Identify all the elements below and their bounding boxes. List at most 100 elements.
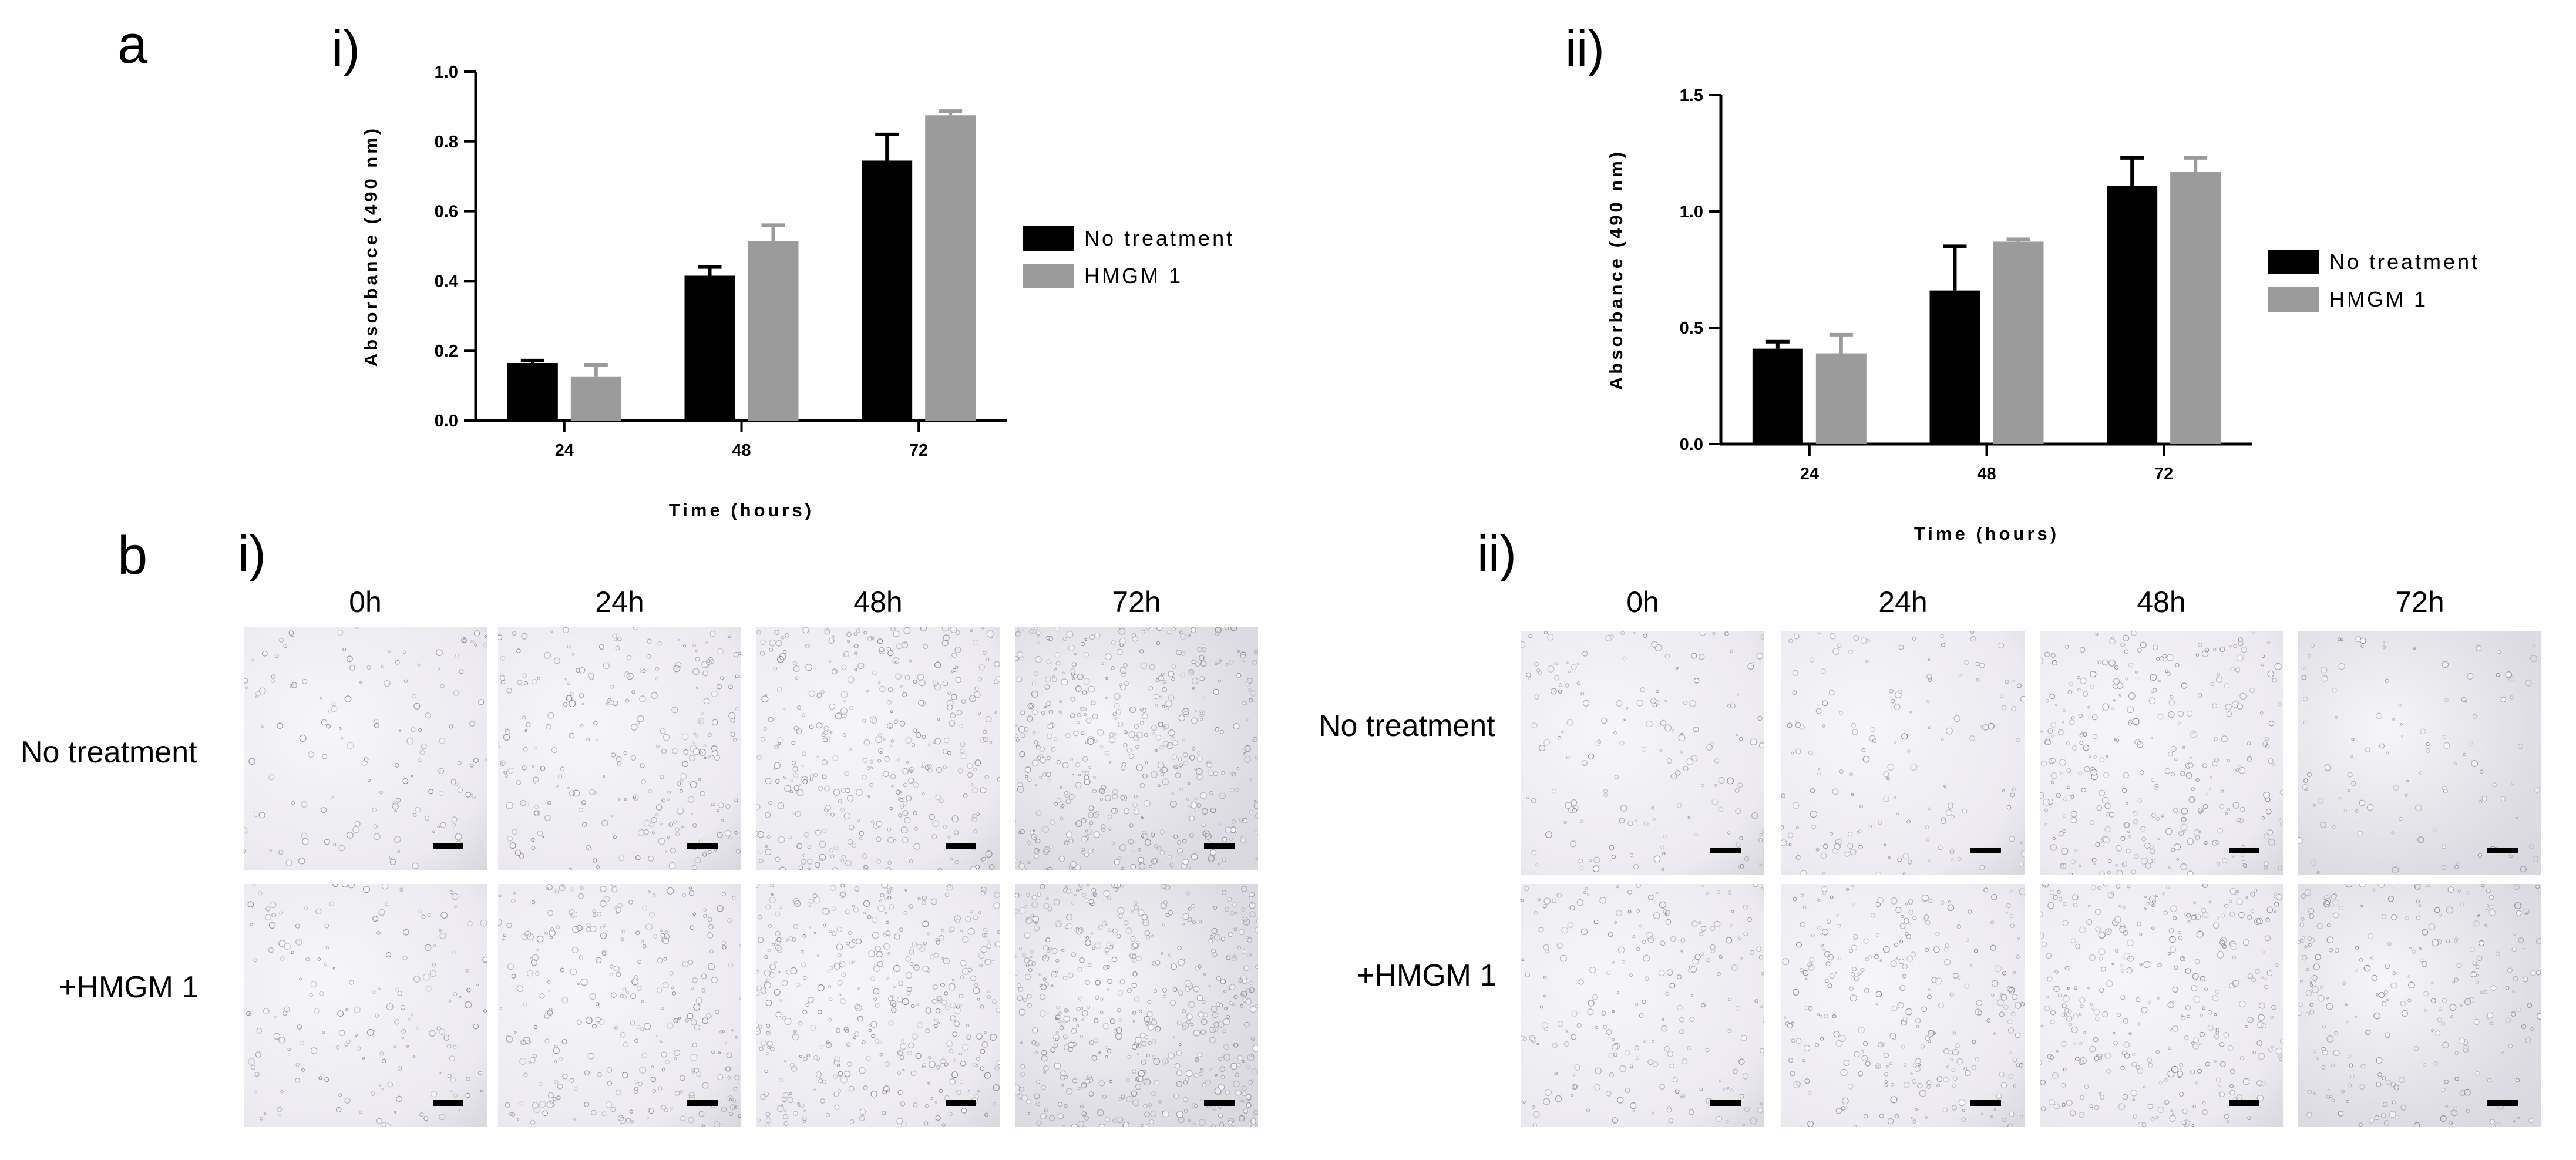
cell-texture — [756, 627, 1000, 870]
y-tick-label: 0.6 — [435, 203, 458, 221]
cell-texture — [2040, 884, 2283, 1127]
scale-bar — [2487, 1100, 2518, 1106]
bar — [507, 362, 558, 421]
y-tick-label: 1.5 — [1680, 86, 1703, 105]
y-axis-title: Absorbance (490 nm) — [361, 126, 381, 367]
scale-bar — [2487, 848, 2518, 853]
legend-label: HMGM 1 — [1084, 264, 1183, 288]
x-tick-label: 72 — [909, 441, 928, 460]
cell-texture — [1782, 885, 2025, 1127]
x-axis-title: Time (hours) — [1914, 523, 2059, 544]
legend-label: HMGM 1 — [2329, 287, 2428, 311]
col-label-0h: 0h — [1626, 586, 1659, 618]
micrograph-image — [1015, 627, 1258, 870]
y-tick-label: 1.0 — [1680, 203, 1703, 221]
row-label-hmgm1: +HMGM 1 — [1357, 959, 1497, 993]
micrograph-image — [2298, 884, 2541, 1127]
micrograph-image — [2298, 631, 2541, 875]
cell-texture — [1015, 627, 1258, 870]
cell-texture — [2298, 636, 2540, 875]
x-axis-title: Time (hours) — [669, 500, 814, 520]
scale-bar — [2229, 1100, 2259, 1106]
y-tick-label: 0.5 — [1680, 319, 1703, 338]
cell-texture — [244, 627, 487, 869]
row-label-hmgm1: +HMGM 1 — [59, 970, 199, 1004]
col-label-24h: 24h — [595, 586, 644, 618]
micrograph-image — [1015, 884, 1258, 1127]
scale-bar — [1204, 1100, 1235, 1106]
y-tick-label: 0.0 — [435, 412, 458, 431]
cell-texture — [2040, 631, 2283, 875]
micrograph-image — [244, 884, 487, 1127]
x-tick-label: 48 — [732, 441, 751, 460]
x-tick-label: 48 — [1977, 465, 1996, 483]
y-tick-label: 0.4 — [435, 272, 458, 291]
col-label-24h: 24h — [1878, 586, 1928, 618]
cell-texture — [1521, 631, 1764, 872]
chart-body: 0.0 0.2 0.4 0.6 0.8 1.0 24 48 72 Time (hours) Abso… — [361, 63, 1235, 520]
panel-a-ii-label: ii) — [1565, 21, 1605, 77]
legend-swatch — [1023, 264, 1074, 288]
scale-bar — [1710, 1100, 1741, 1106]
scale-bar — [1204, 843, 1235, 849]
x-tick-label: 72 — [2154, 465, 2173, 483]
col-label-48h: 48h — [853, 586, 903, 618]
x-tick-label: 24 — [555, 441, 574, 460]
panel-label-b: b — [117, 526, 148, 586]
panel-b-i-label: i) — [238, 526, 266, 582]
scale-bar — [687, 1100, 718, 1106]
cell-texture — [2298, 884, 2541, 1127]
micrograph-image — [1521, 631, 1764, 875]
scale-bar — [1970, 848, 2001, 853]
panel-b-ii-label: ii) — [1477, 526, 1516, 582]
bar — [2170, 172, 2221, 444]
col-label-72h: 72h — [1112, 586, 1161, 618]
scale-bar — [1710, 848, 1741, 853]
chart-a-ii: 0.0 0.5 1.0 1.5 24 48 72 Time (hours) Absorbance… — [1606, 86, 2480, 544]
micrograph-image — [1781, 631, 2025, 875]
chart-body: 0.0 0.5 1.0 1.5 24 48 72 Time (hours) Absorbance… — [1606, 86, 2480, 544]
col-label-72h: 72h — [2395, 586, 2444, 618]
scale-bar — [433, 843, 463, 849]
micrograph-image — [244, 627, 487, 870]
bar — [684, 275, 735, 421]
legend-label: No treatment — [1084, 226, 1235, 250]
bar — [570, 376, 621, 421]
y-tick-label: 0.0 — [1680, 435, 1703, 454]
cell-texture — [498, 627, 741, 870]
legend-swatch — [2268, 250, 2319, 274]
col-label-0h: 0h — [349, 586, 382, 618]
scale-bar — [687, 843, 718, 849]
legend-swatch — [1023, 226, 1074, 251]
cell-texture — [498, 884, 741, 1127]
micrograph-image — [1781, 884, 2025, 1127]
cell-texture — [246, 884, 487, 1127]
y-tick-label: 0.8 — [435, 133, 458, 152]
chart-a-i: 0.0 0.2 0.4 0.6 0.8 1.0 24 48 72 Time (hours) Abso… — [361, 63, 1235, 520]
row-label-no-treatment: No treatment — [21, 735, 197, 769]
cell-texture — [1015, 884, 1258, 1127]
panel-a-i-label: i) — [332, 21, 360, 77]
cell-texture — [1521, 884, 1764, 1127]
bar — [1752, 348, 1803, 444]
legend-label: No treatment — [2329, 250, 2480, 274]
micrograph-image — [2040, 884, 2283, 1127]
y-tick-label: 1.0 — [435, 63, 458, 82]
micrograph-image — [2040, 631, 2283, 875]
legend-swatch — [2268, 287, 2319, 312]
panel-label-a: a — [117, 15, 148, 75]
micrograph-image — [498, 627, 741, 870]
micrograph-image — [756, 627, 1000, 870]
scale-bar — [1970, 1100, 2001, 1106]
scale-bar — [946, 1100, 976, 1106]
scale-bar — [433, 1100, 463, 1106]
bar — [2107, 186, 2158, 444]
bar — [862, 160, 913, 421]
micrograph-image — [498, 884, 741, 1127]
bar — [1929, 290, 1980, 444]
x-tick-label: 24 — [1800, 465, 1819, 483]
micrograph-image — [1521, 884, 1764, 1127]
y-tick-label: 0.2 — [435, 342, 458, 361]
scale-bar — [2229, 848, 2259, 853]
row-label-no-treatment: No treatment — [1319, 709, 1495, 743]
